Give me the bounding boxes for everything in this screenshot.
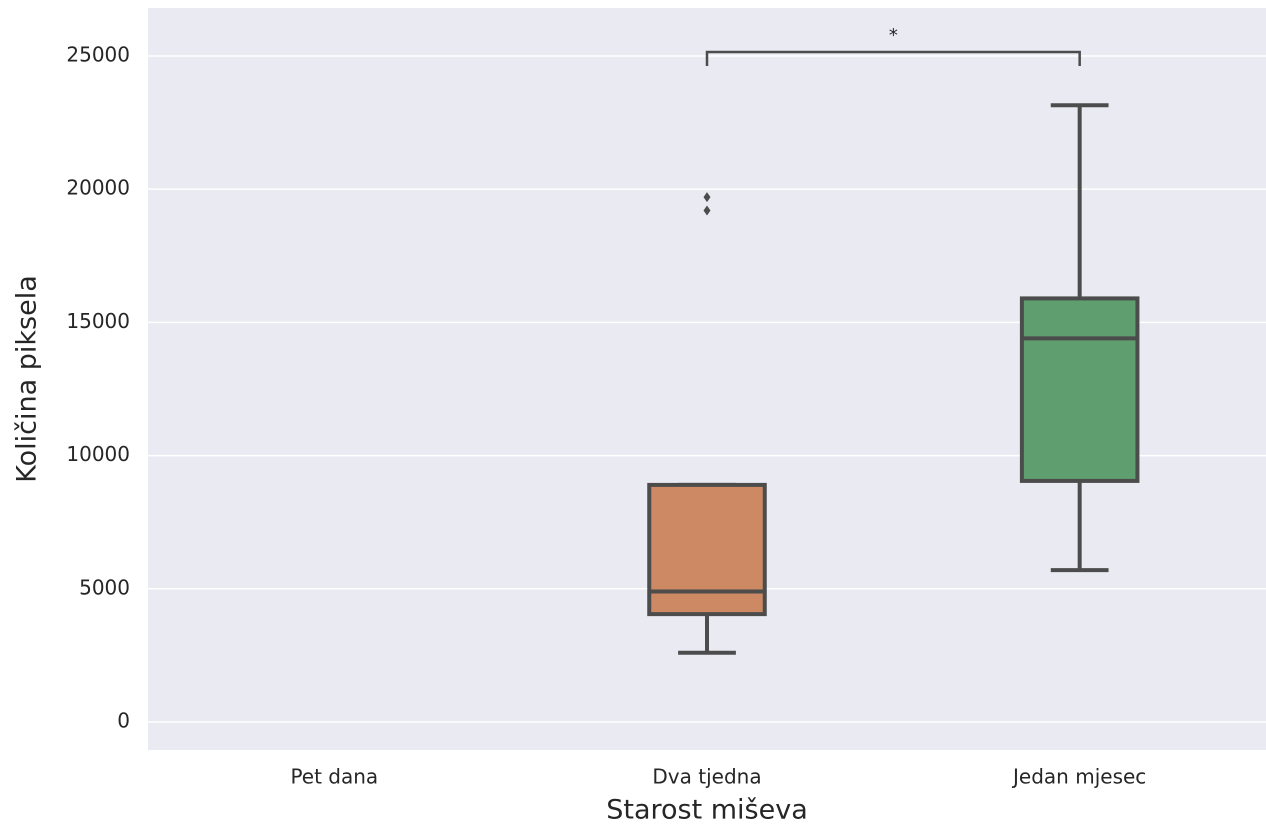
- significance-bracket: [705, 50, 1081, 66]
- x-tick-label: Jedan mjesec: [1011, 765, 1146, 789]
- y-axis-label: Količina piksela: [12, 275, 43, 482]
- y-tick-label: 25000: [66, 42, 130, 66]
- y-tick-label: 20000: [66, 176, 130, 200]
- box: [1019, 296, 1140, 483]
- y-tick-label: 0: [117, 709, 130, 733]
- y-tick-label: 15000: [66, 309, 130, 333]
- significance-label: *: [889, 25, 898, 46]
- x-tick-label: Dva tjedna: [652, 765, 761, 789]
- y-tick-label: 10000: [66, 442, 130, 466]
- outlier: [703, 205, 711, 216]
- x-axis-label: Starost miševa: [606, 795, 808, 826]
- y-tick-label: 5000: [79, 575, 130, 599]
- box: [647, 482, 767, 617]
- x-tick-label: Pet dana: [290, 765, 378, 789]
- outlier: [703, 192, 711, 203]
